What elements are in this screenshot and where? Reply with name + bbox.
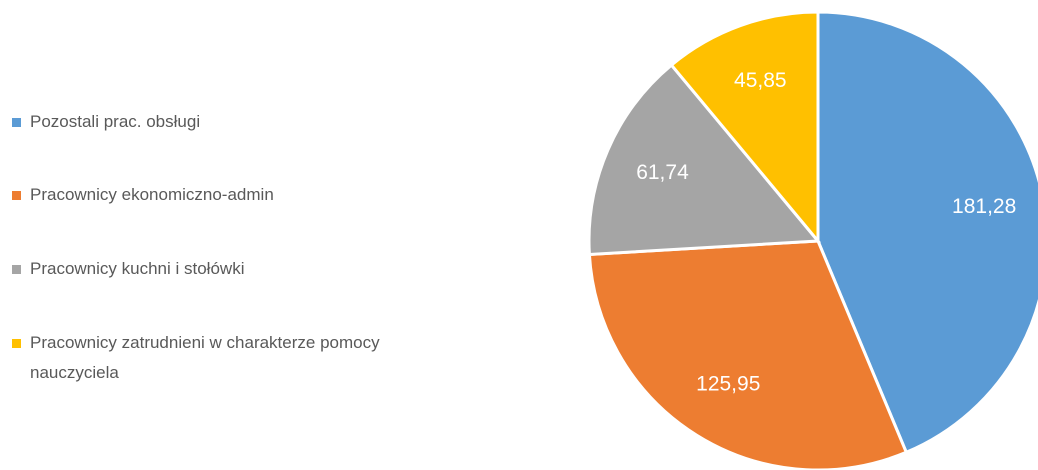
legend-label: Pozostali prac. obsługi (30, 112, 201, 131)
legend-label: Pracownicy kuchni i stołówki (30, 259, 245, 278)
legend-swatch (12, 265, 21, 274)
legend-swatch (12, 118, 21, 127)
data-label: 181,28 (952, 195, 1016, 218)
legend-swatch (12, 339, 21, 348)
data-label: 125,95 (696, 372, 760, 395)
pie-slice (587, 239, 909, 470)
pie-slice (587, 62, 822, 257)
legend-item: Pracownicy zatrudnieni w charakterze pom… (12, 328, 430, 388)
pie-slice (669, 10, 820, 246)
legend-swatch (12, 191, 21, 200)
legend-label: Pracownicy zatrudnieni w charakterze pom… (30, 333, 380, 382)
data-label: 45,85 (734, 69, 787, 92)
pie-slice (816, 10, 1038, 455)
data-label: 61,74 (636, 161, 689, 184)
legend-item: Pozostali prac. obsługi (12, 107, 430, 137)
legend-item: Pracownicy ekonomiczno-admin (12, 180, 430, 210)
legend-item: Pracownicy kuchni i stołówki (12, 254, 430, 284)
legend-label: Pracownicy ekonomiczno-admin (30, 185, 274, 204)
